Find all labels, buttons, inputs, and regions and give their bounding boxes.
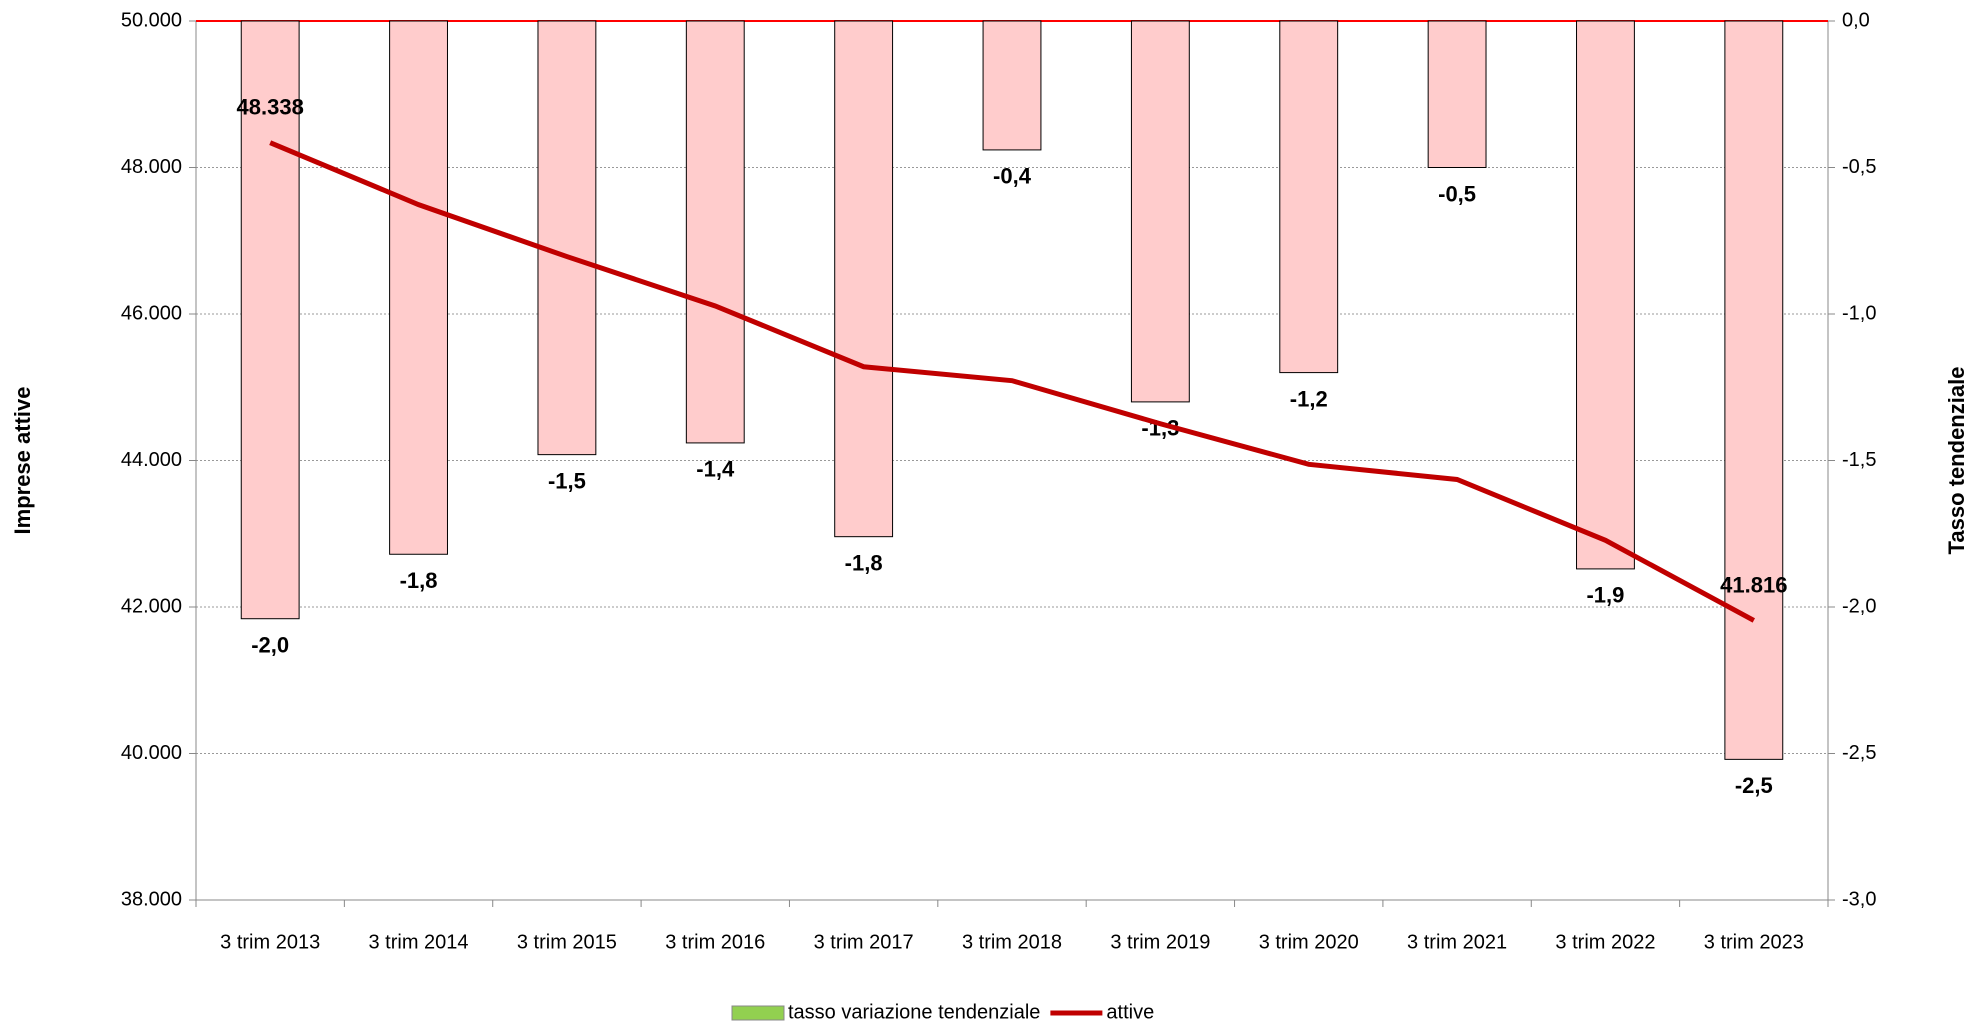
x-tick-label: 3 trim 2015 [517, 931, 617, 953]
y-tick-label: 48.000 [121, 156, 182, 178]
y2-tick-label: -3,0 [1842, 888, 1876, 910]
x-tick-label: 3 trim 2017 [814, 931, 914, 953]
bar-value-label: -1,8 [400, 568, 438, 593]
y-tick-label: 42.000 [121, 595, 182, 617]
y2-tick-label: -1,0 [1842, 302, 1876, 324]
y-axis-title: Imprese attive [10, 387, 35, 535]
y-tick-label: 44.000 [121, 449, 182, 471]
bar [685, 20, 745, 444]
x-tick-label: 3 trim 2018 [962, 931, 1062, 953]
line-value-label: 48.338 [237, 95, 304, 120]
y-tick-label: 46.000 [121, 302, 182, 324]
bar-value-label: -1,9 [1586, 583, 1624, 608]
bar [389, 20, 448, 555]
bar [834, 20, 894, 538]
y2-tick-label: -2,5 [1842, 742, 1876, 764]
y2-tick-label: 0,0 [1842, 9, 1870, 31]
x-tick-label: 3 trim 2019 [1110, 931, 1210, 953]
y-tick-label: 40.000 [121, 742, 182, 764]
y-tick-label: 50.000 [121, 9, 182, 31]
bar-value-label: -2,0 [251, 633, 289, 658]
y2-tick-label: -1,5 [1842, 449, 1876, 471]
bar-value-label: -0,4 [993, 164, 1032, 189]
x-tick-label: 3 trim 2023 [1704, 931, 1804, 953]
x-tick-label: 3 trim 2022 [1555, 931, 1655, 953]
y-tick-label: 38.000 [121, 888, 182, 910]
legend-label: attive [1106, 1001, 1154, 1023]
x-tick-label: 3 trim 2020 [1259, 931, 1359, 953]
bar [240, 20, 300, 620]
bar-value-label: -1,2 [1290, 386, 1328, 411]
legend-swatch [731, 1005, 785, 1021]
y2-axis-title: Tasso tendenziale [1944, 367, 1969, 555]
bar [1427, 20, 1487, 168]
bar-value-label: -1,8 [845, 550, 883, 575]
bar-value-label: -2,5 [1735, 773, 1773, 798]
bar-value-label: -0,5 [1438, 181, 1476, 206]
bar [1130, 20, 1190, 403]
x-tick-label: 3 trim 2016 [665, 931, 765, 953]
line [269, 140, 1756, 623]
bar [1724, 20, 1784, 760]
y2-tick-label: -0,5 [1842, 156, 1876, 178]
bar [1279, 20, 1339, 374]
x-tick-label: 3 trim 2013 [220, 931, 320, 953]
x-tick-label: 3 trim 2021 [1407, 931, 1507, 953]
x-tick-label: 3 trim 2014 [369, 931, 469, 953]
legend-label: tasso variazione tendenziale [788, 1001, 1040, 1023]
y2-tick-label: -2,0 [1842, 595, 1876, 617]
bar [1576, 20, 1635, 570]
bar-value-label: -1,4 [696, 457, 735, 482]
bar [537, 20, 597, 456]
bar [982, 20, 1042, 151]
bar-value-label: -1,5 [548, 468, 586, 493]
line-value-label: 41.816 [1720, 572, 1787, 597]
